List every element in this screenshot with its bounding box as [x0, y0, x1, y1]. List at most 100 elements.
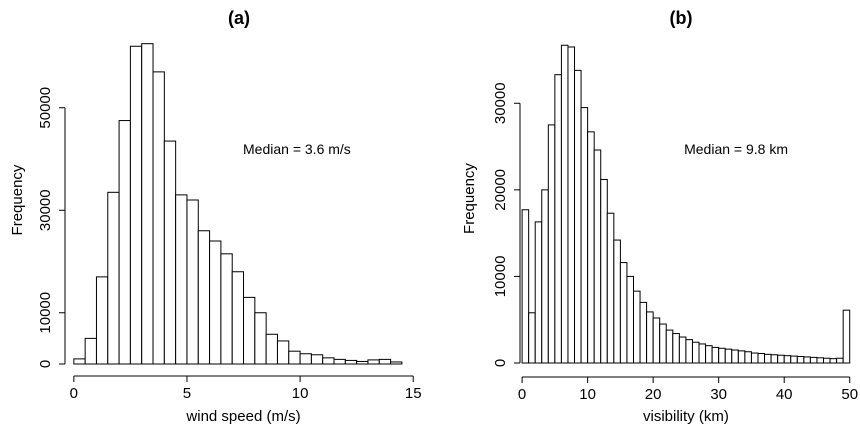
bar: [310, 354, 324, 365]
bar: [541, 189, 549, 364]
bar: [574, 69, 582, 364]
bar: [842, 309, 851, 364]
bar: [175, 194, 188, 365]
bar: [547, 124, 556, 364]
bar: [809, 356, 818, 364]
bar: [619, 262, 628, 364]
bar: [163, 140, 177, 365]
x-axis-label: visibility (km): [643, 408, 729, 425]
bar: [803, 356, 811, 364]
bar: [646, 311, 654, 364]
y-tick-label: 10000: [492, 256, 509, 298]
y-tick-label: 0: [37, 360, 54, 368]
bar: [129, 45, 143, 365]
bar: [390, 361, 403, 365]
bar: [750, 352, 759, 364]
y-tick-label: 30000: [492, 82, 509, 124]
bar: [299, 353, 312, 365]
bar: [698, 343, 707, 364]
bar: [186, 199, 199, 365]
bar: [659, 323, 667, 364]
chart-title: (b): [670, 8, 693, 28]
bar: [724, 348, 733, 364]
bar: [665, 329, 674, 364]
bar: [141, 43, 154, 365]
y-tick-label: 50000: [37, 87, 54, 129]
bar: [744, 351, 752, 364]
bar: [790, 355, 798, 364]
bar: [672, 333, 680, 364]
bar: [554, 74, 562, 364]
bar: [783, 355, 792, 364]
bar: [731, 349, 739, 364]
bar: [613, 239, 621, 364]
bar: [718, 347, 726, 364]
bar: [626, 275, 634, 364]
x-tick-label: 5: [183, 385, 191, 402]
bar: [580, 107, 589, 364]
bar: [632, 290, 641, 364]
bar: [652, 317, 661, 364]
bar: [796, 356, 805, 364]
bar: [567, 46, 576, 364]
y-axis-label: Frequency: [461, 163, 478, 234]
bar: [344, 359, 358, 365]
bar: [95, 276, 109, 365]
bar: [764, 353, 772, 364]
bar: [705, 345, 713, 364]
bar: [288, 350, 301, 365]
bar: [606, 212, 615, 364]
annotation: Median = 3.6 m/s: [243, 141, 351, 157]
bar: [678, 336, 687, 364]
x-axis-label: wind speed (m/s): [185, 408, 300, 425]
bar: [265, 333, 278, 365]
bar: [534, 221, 543, 364]
bar: [152, 71, 165, 365]
bar: [757, 352, 766, 364]
bar: [829, 358, 838, 364]
x-tick-label: 20: [645, 386, 662, 403]
y-tick-label: 10000: [37, 292, 54, 334]
bar: [84, 337, 97, 365]
x-tick-label: 0: [70, 385, 78, 402]
bar: [73, 358, 86, 365]
x-tick-label: 10: [292, 385, 309, 402]
x-tick-label: 50: [841, 386, 858, 403]
bar: [600, 178, 608, 364]
bar: [333, 358, 346, 365]
y-tick-label: 0: [492, 359, 509, 367]
bar: [356, 360, 369, 365]
y-tick-label: 20000: [492, 169, 509, 211]
bar: [593, 149, 602, 364]
bar: [220, 253, 233, 365]
y-tick-label: 30000: [37, 189, 54, 231]
bar: [107, 191, 120, 365]
x-tick-label: 0: [518, 386, 526, 403]
x-tick-label: 40: [776, 386, 793, 403]
bar: [197, 230, 211, 365]
bar: [639, 301, 648, 364]
bar: [816, 357, 825, 364]
bar: [691, 341, 700, 364]
bar: [711, 346, 720, 364]
bar: [231, 271, 245, 365]
bar: [209, 240, 222, 365]
bar: [322, 357, 335, 365]
bar: [254, 312, 267, 365]
bar: [770, 354, 779, 364]
bar: [560, 44, 569, 364]
annotation: Median = 9.8 km: [684, 141, 788, 157]
bar: [528, 312, 536, 364]
x-tick-label: 15: [405, 385, 422, 402]
bar: [367, 359, 380, 365]
bar: [378, 358, 392, 365]
bar: [737, 350, 746, 364]
bar: [685, 339, 693, 364]
bar: [836, 357, 844, 364]
y-axis-label: Frequency: [9, 164, 26, 235]
bar: [118, 120, 131, 365]
bar: [276, 340, 290, 365]
bar: [777, 354, 785, 364]
